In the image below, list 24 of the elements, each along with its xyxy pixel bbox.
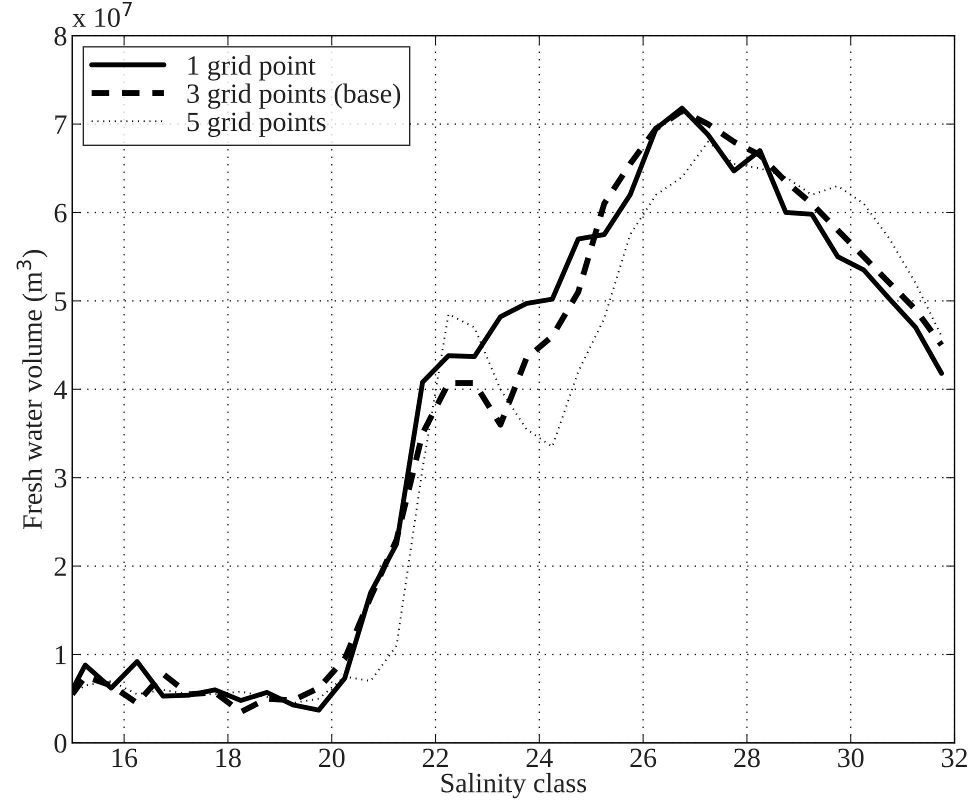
x-tick-label: 16	[112, 748, 138, 768]
x-tick-label: 22	[422, 748, 448, 768]
x-tick-label: 20	[319, 748, 345, 768]
x-tick-label: 30	[838, 748, 864, 768]
y-tick-label: 8	[54, 26, 66, 46]
x-tick-label: 28	[734, 748, 760, 768]
legend-label: 5 grid points	[188, 112, 326, 137]
x-axis-title: Salinity class	[442, 772, 586, 798]
y-tick-label: 7	[55, 116, 67, 134]
text: x 10$^{7}$	[72, 2, 132, 28]
y-tick-label: 2	[54, 557, 66, 576]
y-tick-label: 4	[54, 380, 67, 399]
x-tick-label: 24	[526, 748, 553, 768]
y-tick-label: 1	[56, 646, 66, 664]
y-tick-label: 5	[55, 292, 66, 311]
x-tick-label: 32	[942, 748, 967, 768]
y-tick-label: 0	[54, 734, 66, 753]
legend-label: 1 grid point	[188, 55, 316, 81]
y-tick-label: 3	[54, 468, 66, 488]
legend-label: 3 grid points (base)	[187, 84, 400, 109]
x-tick-label: 18	[216, 748, 241, 768]
y-tick-label: 6	[54, 204, 67, 222]
y-axis-title: Fresh water volume (m$^{3}$)	[16, 250, 48, 530]
x-tick-label: 26	[630, 748, 656, 768]
